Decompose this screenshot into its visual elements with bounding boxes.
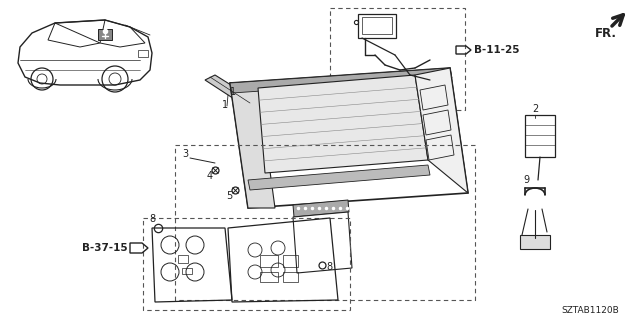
Polygon shape: [230, 83, 275, 208]
Polygon shape: [258, 75, 428, 173]
Text: 1: 1: [222, 100, 228, 110]
Text: 3: 3: [182, 149, 188, 159]
Text: 4: 4: [207, 171, 213, 181]
Bar: [520, 235, 550, 249]
Bar: [260, 255, 278, 267]
Bar: [362, 17, 392, 34]
Bar: [283, 255, 298, 267]
Bar: [138, 50, 148, 57]
Polygon shape: [293, 212, 352, 273]
Polygon shape: [415, 68, 468, 193]
Text: 1: 1: [230, 87, 236, 97]
Text: 5: 5: [226, 191, 232, 201]
Bar: [358, 14, 396, 38]
Text: SZTAB1120B: SZTAB1120B: [561, 306, 619, 315]
Text: B-11-25: B-11-25: [474, 45, 520, 55]
Bar: [175, 145, 475, 300]
Text: 9: 9: [523, 175, 529, 185]
Polygon shape: [205, 75, 255, 106]
Polygon shape: [230, 68, 452, 93]
Text: 8: 8: [326, 262, 332, 272]
Bar: [143, 218, 350, 310]
Text: 8: 8: [149, 214, 155, 224]
Bar: [260, 272, 278, 282]
Bar: [182, 268, 192, 274]
Text: FR.: FR.: [595, 27, 617, 40]
Polygon shape: [293, 200, 349, 217]
Text: 2: 2: [532, 104, 538, 114]
Bar: [330, 8, 465, 110]
Bar: [178, 255, 188, 263]
Bar: [283, 272, 298, 282]
Text: B-37-15: B-37-15: [83, 243, 128, 253]
Bar: [98, 29, 112, 40]
Bar: [525, 115, 555, 157]
Polygon shape: [248, 165, 430, 190]
